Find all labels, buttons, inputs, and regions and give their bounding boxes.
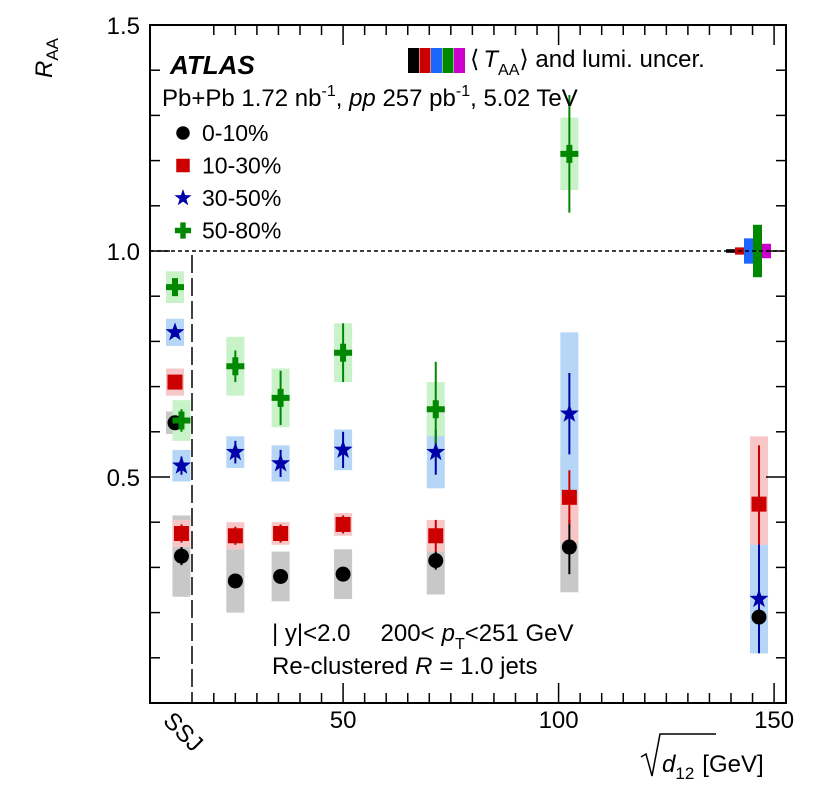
marker-50-80pct-0 — [172, 411, 191, 430]
marker-30-50pct-4 — [426, 442, 446, 461]
unc-swatch-2 — [431, 48, 442, 73]
marker-ssj-50-80pct — [166, 278, 184, 297]
marker-0-10pct-2 — [273, 568, 289, 584]
jet-definition-label: Re-clustered R = 1.0 jets — [272, 653, 537, 680]
legend-marker-10-30pct — [176, 158, 190, 173]
marker-10-30pct-0 — [173, 526, 189, 541]
marker-0-10pct-1 — [227, 573, 243, 589]
marker-10-30pct-3 — [335, 516, 351, 532]
legend-marker-30-50pct — [174, 189, 192, 206]
marker-10-30pct-4 — [428, 528, 444, 544]
marker-30-50pct-3 — [333, 439, 353, 458]
legend-label-30-50pct: 30-50% — [202, 185, 281, 211]
x-tick-label-50: 50 — [330, 707, 357, 734]
x-tick-label-100: 100 — [539, 707, 579, 734]
unc-swatch-1 — [419, 48, 431, 73]
axis-tick-labels: 0.5 1.0 1.5 50 100 150 — [107, 13, 794, 734]
marker-ssj-30-50pct — [165, 322, 185, 341]
legend-label-10-30pct: 10-30% — [202, 153, 281, 179]
uncertainty-legend-swatches — [408, 48, 465, 73]
marker-50-80pct-1 — [226, 357, 245, 376]
axis-ticks — [150, 25, 786, 703]
marker-10-30pct-6 — [751, 496, 767, 512]
marker-10-30pct-2 — [273, 526, 289, 541]
y-tick-label-1.5: 1.5 — [107, 13, 140, 40]
uncertainty-legend-label: ⟨ TAA⟩ and lumi. uncer. — [470, 46, 705, 79]
marker-30-50pct-2 — [271, 453, 291, 472]
unc-swatch-4 — [454, 48, 465, 73]
marker-30-50pct-0 — [172, 455, 191, 474]
ssj-label: SSJ — [158, 707, 208, 757]
marker-0-10pct-0 — [173, 548, 189, 564]
marker-10-30pct-1 — [227, 528, 243, 544]
marker-0-10pct-4 — [428, 553, 444, 569]
marker-0-10pct-5 — [561, 539, 577, 555]
selection-cuts-label: | y|<2.0 200< pT<251 GeV — [272, 620, 573, 653]
legend-marker-0-10pct — [176, 126, 190, 140]
marker-50-80pct-4 — [426, 400, 445, 419]
legend-label-0-10pct: 0-10% — [202, 120, 268, 146]
x-axis-label: d12 [GeV] — [662, 751, 764, 783]
marker-30-50pct-6 — [749, 589, 769, 608]
statistical-error-bars — [174, 95, 761, 654]
unc-swatch-0 — [408, 48, 419, 73]
norm-box-3 — [753, 224, 762, 278]
legend-marker-50-80pct — [174, 222, 192, 239]
y-axis-label: RAA — [31, 37, 62, 78]
y-tick-label-0.5: 0.5 — [107, 465, 140, 492]
marker-0-10pct-3 — [335, 566, 351, 582]
x-tick-label-150: 150 — [754, 707, 794, 734]
marker-0-10pct-6 — [751, 609, 767, 625]
dataset-label: Pb+Pb 1.72 nb-1, pp 257 pb-1, 5.02 TeV — [162, 83, 578, 112]
norm-box-0 — [726, 249, 735, 253]
marker-50-80pct-3 — [334, 343, 353, 362]
sqrt-symbol-icon — [640, 733, 716, 777]
experiment-label: ATLAS — [169, 50, 255, 80]
marker-ssj-10-30pct — [167, 374, 183, 390]
marker-50-80pct-5 — [560, 144, 579, 163]
plot-frame — [149, 24, 787, 704]
series-legend: 0-10% 10-30% 30-50% 50-80% — [174, 120, 281, 244]
marker-10-30pct-5 — [561, 489, 577, 505]
marker-30-50pct-5 — [559, 403, 579, 422]
legend-label-50-80pct: 50-80% — [202, 218, 281, 244]
unc-swatch-3 — [442, 48, 454, 73]
marker-30-50pct-1 — [225, 442, 245, 461]
marker-50-80pct-2 — [271, 388, 290, 407]
y-tick-label-1.0: 1.0 — [107, 239, 140, 266]
data-markers — [165, 144, 769, 625]
